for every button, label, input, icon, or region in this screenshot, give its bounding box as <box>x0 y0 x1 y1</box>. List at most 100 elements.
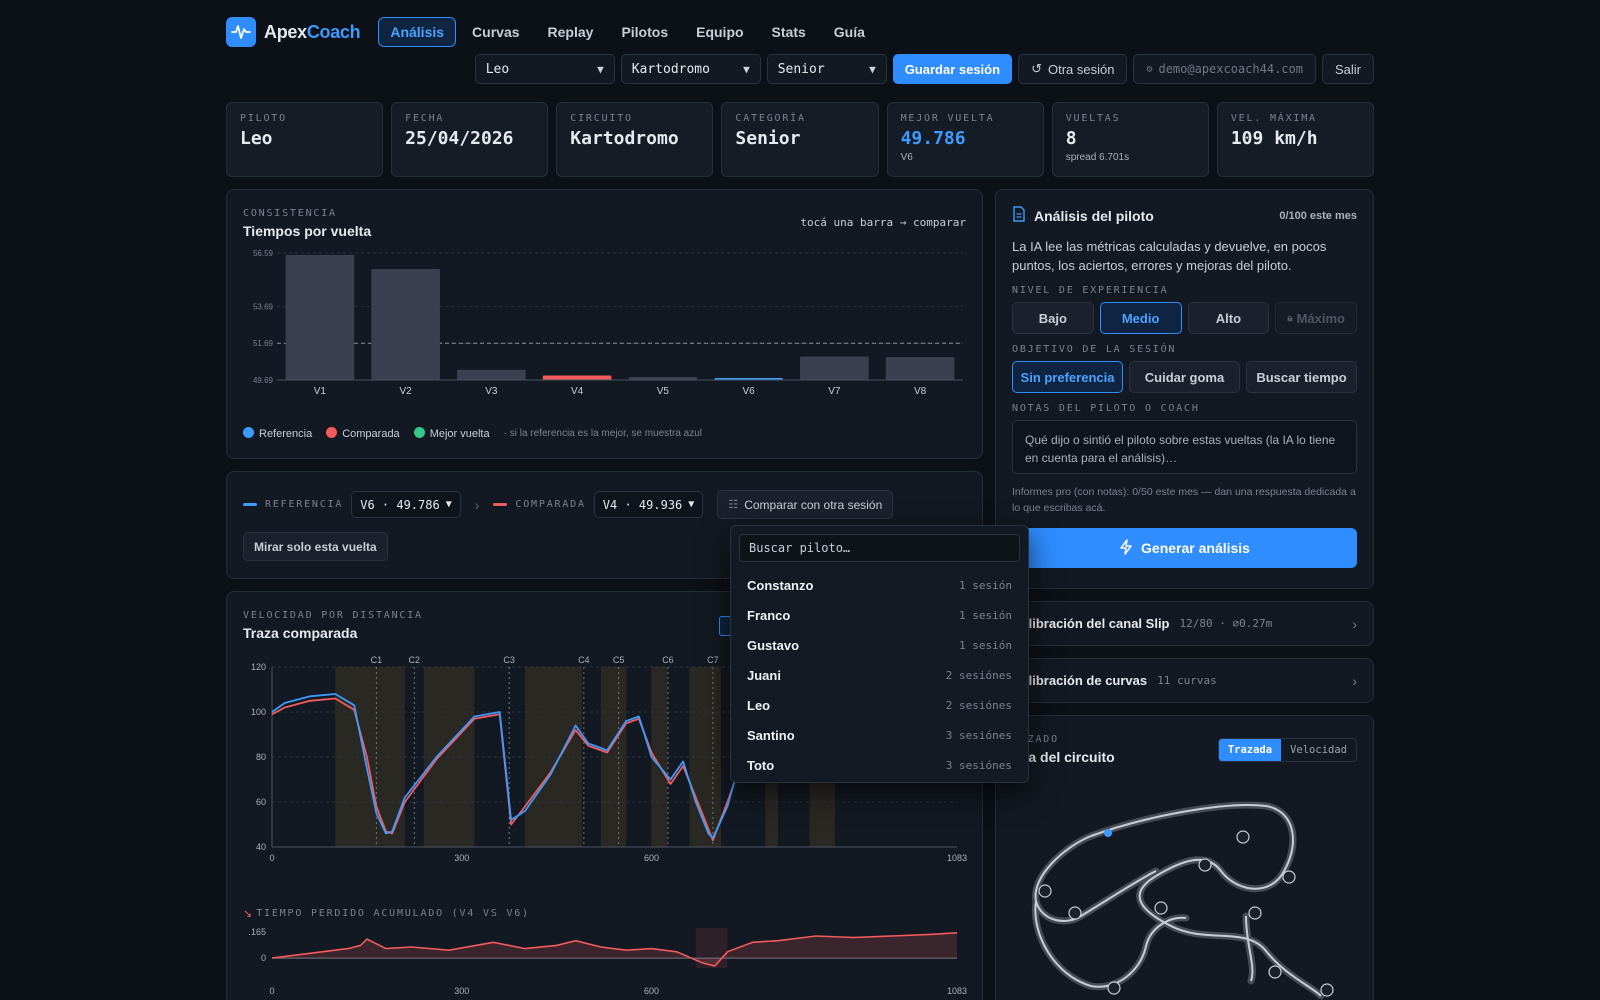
solo-lap-button[interactable]: Mirar solo esta vuelta <box>243 532 388 561</box>
pilot-option[interactable]: Constanzo 1 sesión <box>731 570 1028 600</box>
lost-time-chart: .165 0 0 300 600 1083 <box>248 927 967 996</box>
stat-label: MEJOR VUELTA <box>900 113 995 124</box>
goal-buscar-tiempo[interactable]: Buscar tiempo <box>1246 361 1357 393</box>
ai-analysis-panel: Análisis del piloto 0/100 este mes La IA… <box>995 189 1374 589</box>
y-tick-label: 0 <box>261 953 266 963</box>
level-bajo[interactable]: Bajo <box>1012 302 1094 334</box>
circuit-map-panel: ZAZADO apa del circuito Trazada Velocida… <box>995 715 1374 1000</box>
corner-label: C3 <box>503 655 515 665</box>
compare-other-session-button[interactable]: ☷ Comparar con otra sesión <box>717 490 894 519</box>
slip-calibration-row[interactable]: Calibración del canal Slip 12/80 · ⌀0.27… <box>995 601 1374 646</box>
lap-bar[interactable] <box>457 369 526 380</box>
stat-value: 25/04/2026 <box>405 128 514 149</box>
category-select[interactable]: Senior ▼ <box>766 54 887 84</box>
y-tick-label: 53.69 <box>253 302 274 311</box>
notes-textarea[interactable]: Qué dijo o sintió el piloto sobre estas … <box>1012 420 1357 474</box>
pilot-option-name: Leo <box>747 697 771 713</box>
curves-calibration-meta: 11 curvas <box>1157 674 1217 687</box>
generate-analysis-button[interactable]: Generar análisis <box>1012 528 1357 568</box>
goal-selector: Sin preferencia Cuidar goma Buscar tiemp… <box>1012 361 1357 393</box>
corner-marker <box>1198 858 1212 872</box>
stat-label: CIRCUITO <box>570 113 633 124</box>
reference-lap-select[interactable]: V6 · 49.786 ▼ <box>351 491 461 518</box>
pilot-option[interactable]: Santino 3 sesiónes <box>731 720 1028 750</box>
pilot-option-sessions: 1 sesión <box>959 608 1012 622</box>
pro-reports-note: Informes pro (con notas): 0/50 este mes … <box>1012 486 1356 514</box>
lap-bar[interactable] <box>885 357 955 380</box>
x-tick-label: 0 <box>269 986 274 996</box>
nav-analisis[interactable]: Análisis <box>378 17 457 47</box>
pilot-option[interactable]: Gustavo 1 sesión <box>731 630 1028 660</box>
corner-marker <box>1320 983 1334 997</box>
gear-icon: ⚙ <box>1146 63 1153 75</box>
save-session-button[interactable]: Guardar sesión <box>892 54 1013 84</box>
y-tick-label: 60 <box>256 797 266 807</box>
toggle-velocidad[interactable]: Velocidad <box>1290 744 1347 756</box>
legend-note: · si la referencia es la mejor, se muest… <box>503 428 703 439</box>
nav-guia[interactable]: Guía <box>833 24 865 40</box>
toggle-trazada[interactable]: Trazada <box>1218 739 1282 761</box>
corner-marker <box>1107 981 1121 995</box>
nav-equipo[interactable]: Equipo <box>696 24 744 40</box>
lap-bar[interactable] <box>371 269 440 380</box>
x-tick-label: V5 <box>657 386 670 397</box>
notes-label: NOTAS DEL PILOTO O COACH <box>1012 403 1200 414</box>
logout-button[interactable]: Salir <box>1321 54 1374 84</box>
logo-pulse-icon[interactable] <box>226 17 256 47</box>
lap-bar[interactable] <box>542 375 612 380</box>
corner-label: C4 <box>578 655 590 665</box>
lock-icon: 🔒︎ <box>1287 312 1293 324</box>
slip-calibration-title: Calibración del canal Slip <box>1012 616 1170 631</box>
pilot-option[interactable]: Toto 3 sesiónes <box>731 750 1028 780</box>
pilot-option[interactable]: Juani 2 sesiónes <box>731 660 1028 690</box>
compare-other-session-label: Comparar con otra sesión <box>744 497 883 512</box>
user-email[interactable]: ⚙ demo@apexcoach44.com <box>1133 54 1316 84</box>
slip-calibration-meta: 12/80 · ⌀0.27m <box>1179 617 1273 630</box>
y-tick-label: 100 <box>251 707 266 717</box>
lap-bar[interactable] <box>285 254 355 380</box>
x-tick-label: V3 <box>485 386 498 397</box>
goal-cuidar-goma[interactable]: Cuidar goma <box>1129 361 1240 393</box>
pilot-option[interactable]: Leo 2 sesiónes <box>731 690 1028 720</box>
nav-curvas[interactable]: Curvas <box>472 24 520 40</box>
level-alto[interactable]: Alto <box>1187 302 1270 334</box>
y-tick-label: 49.69 <box>253 376 274 385</box>
document-icon <box>1012 206 1026 225</box>
nav-replay[interactable]: Replay <box>547 24 594 40</box>
corner-marker <box>1268 965 1282 979</box>
lap-bar[interactable] <box>628 377 698 380</box>
stat-card-fecha: FECHA 25/04/2026 <box>391 102 549 177</box>
level-label: NIVEL DE EXPERIENCIA <box>1012 285 1169 296</box>
other-session-button[interactable]: ↺ Otra sesión <box>1018 54 1128 84</box>
stat-card-vel-maxima: VEL. MÁXIMA 109 km/h <box>1216 102 1374 177</box>
curves-calibration-row[interactable]: Calibración de curvas 11 curvas › <box>995 658 1374 703</box>
corner-marker <box>1236 830 1250 844</box>
goal-sin-preferencia[interactable]: Sin preferencia <box>1012 361 1123 393</box>
brand-name[interactable]: ApexCoach <box>264 21 361 42</box>
start-marker <box>1104 829 1112 837</box>
pilot-search-input[interactable]: Buscar piloto… <box>739 534 1020 562</box>
compared-lap-select[interactable]: V4 · 49.936 ▼ <box>593 491 704 518</box>
x-tick-label: 300 <box>454 986 469 996</box>
stat-label: FECHA <box>405 113 445 124</box>
lost-time-line <box>271 932 958 967</box>
pilot-option[interactable]: Franco 1 sesión <box>731 600 1028 630</box>
stat-card-mejor-vuelta: MEJOR VUELTA 49.786 V6 <box>886 102 1044 177</box>
chevron-down-icon: ▼ <box>688 499 695 510</box>
lost-time-header: ↘ TIEMPO PERDIDO ACUMULADO (V4 VS V6) <box>243 907 530 920</box>
lap-bar[interactable] <box>800 356 869 380</box>
corner-label: C1 <box>371 655 383 665</box>
chevron-down-icon: ▼ <box>445 499 452 510</box>
map-mode-toggle: Trazada Velocidad <box>1217 738 1357 762</box>
compare-row: REFERENCIA V6 · 49.786 ▼ › COMPARADA V4 ·… <box>243 490 894 519</box>
stat-card-piloto: PILOTO Leo <box>226 102 384 177</box>
circuit-map[interactable] <box>996 776 1375 1000</box>
pilot-select[interactable]: Leo ▼ <box>474 54 615 84</box>
corner-marker <box>1068 906 1082 920</box>
compare-hint: tocá una barra → comparar <box>800 216 966 229</box>
nav-pilotos[interactable]: Pilotos <box>621 24 669 40</box>
nav-stats[interactable]: Stats <box>771 24 806 40</box>
circuit-select[interactable]: Kartodromo ▼ <box>620 54 761 84</box>
stat-value: Kartodromo <box>570 128 679 149</box>
level-medio[interactable]: Medio <box>1099 302 1182 334</box>
